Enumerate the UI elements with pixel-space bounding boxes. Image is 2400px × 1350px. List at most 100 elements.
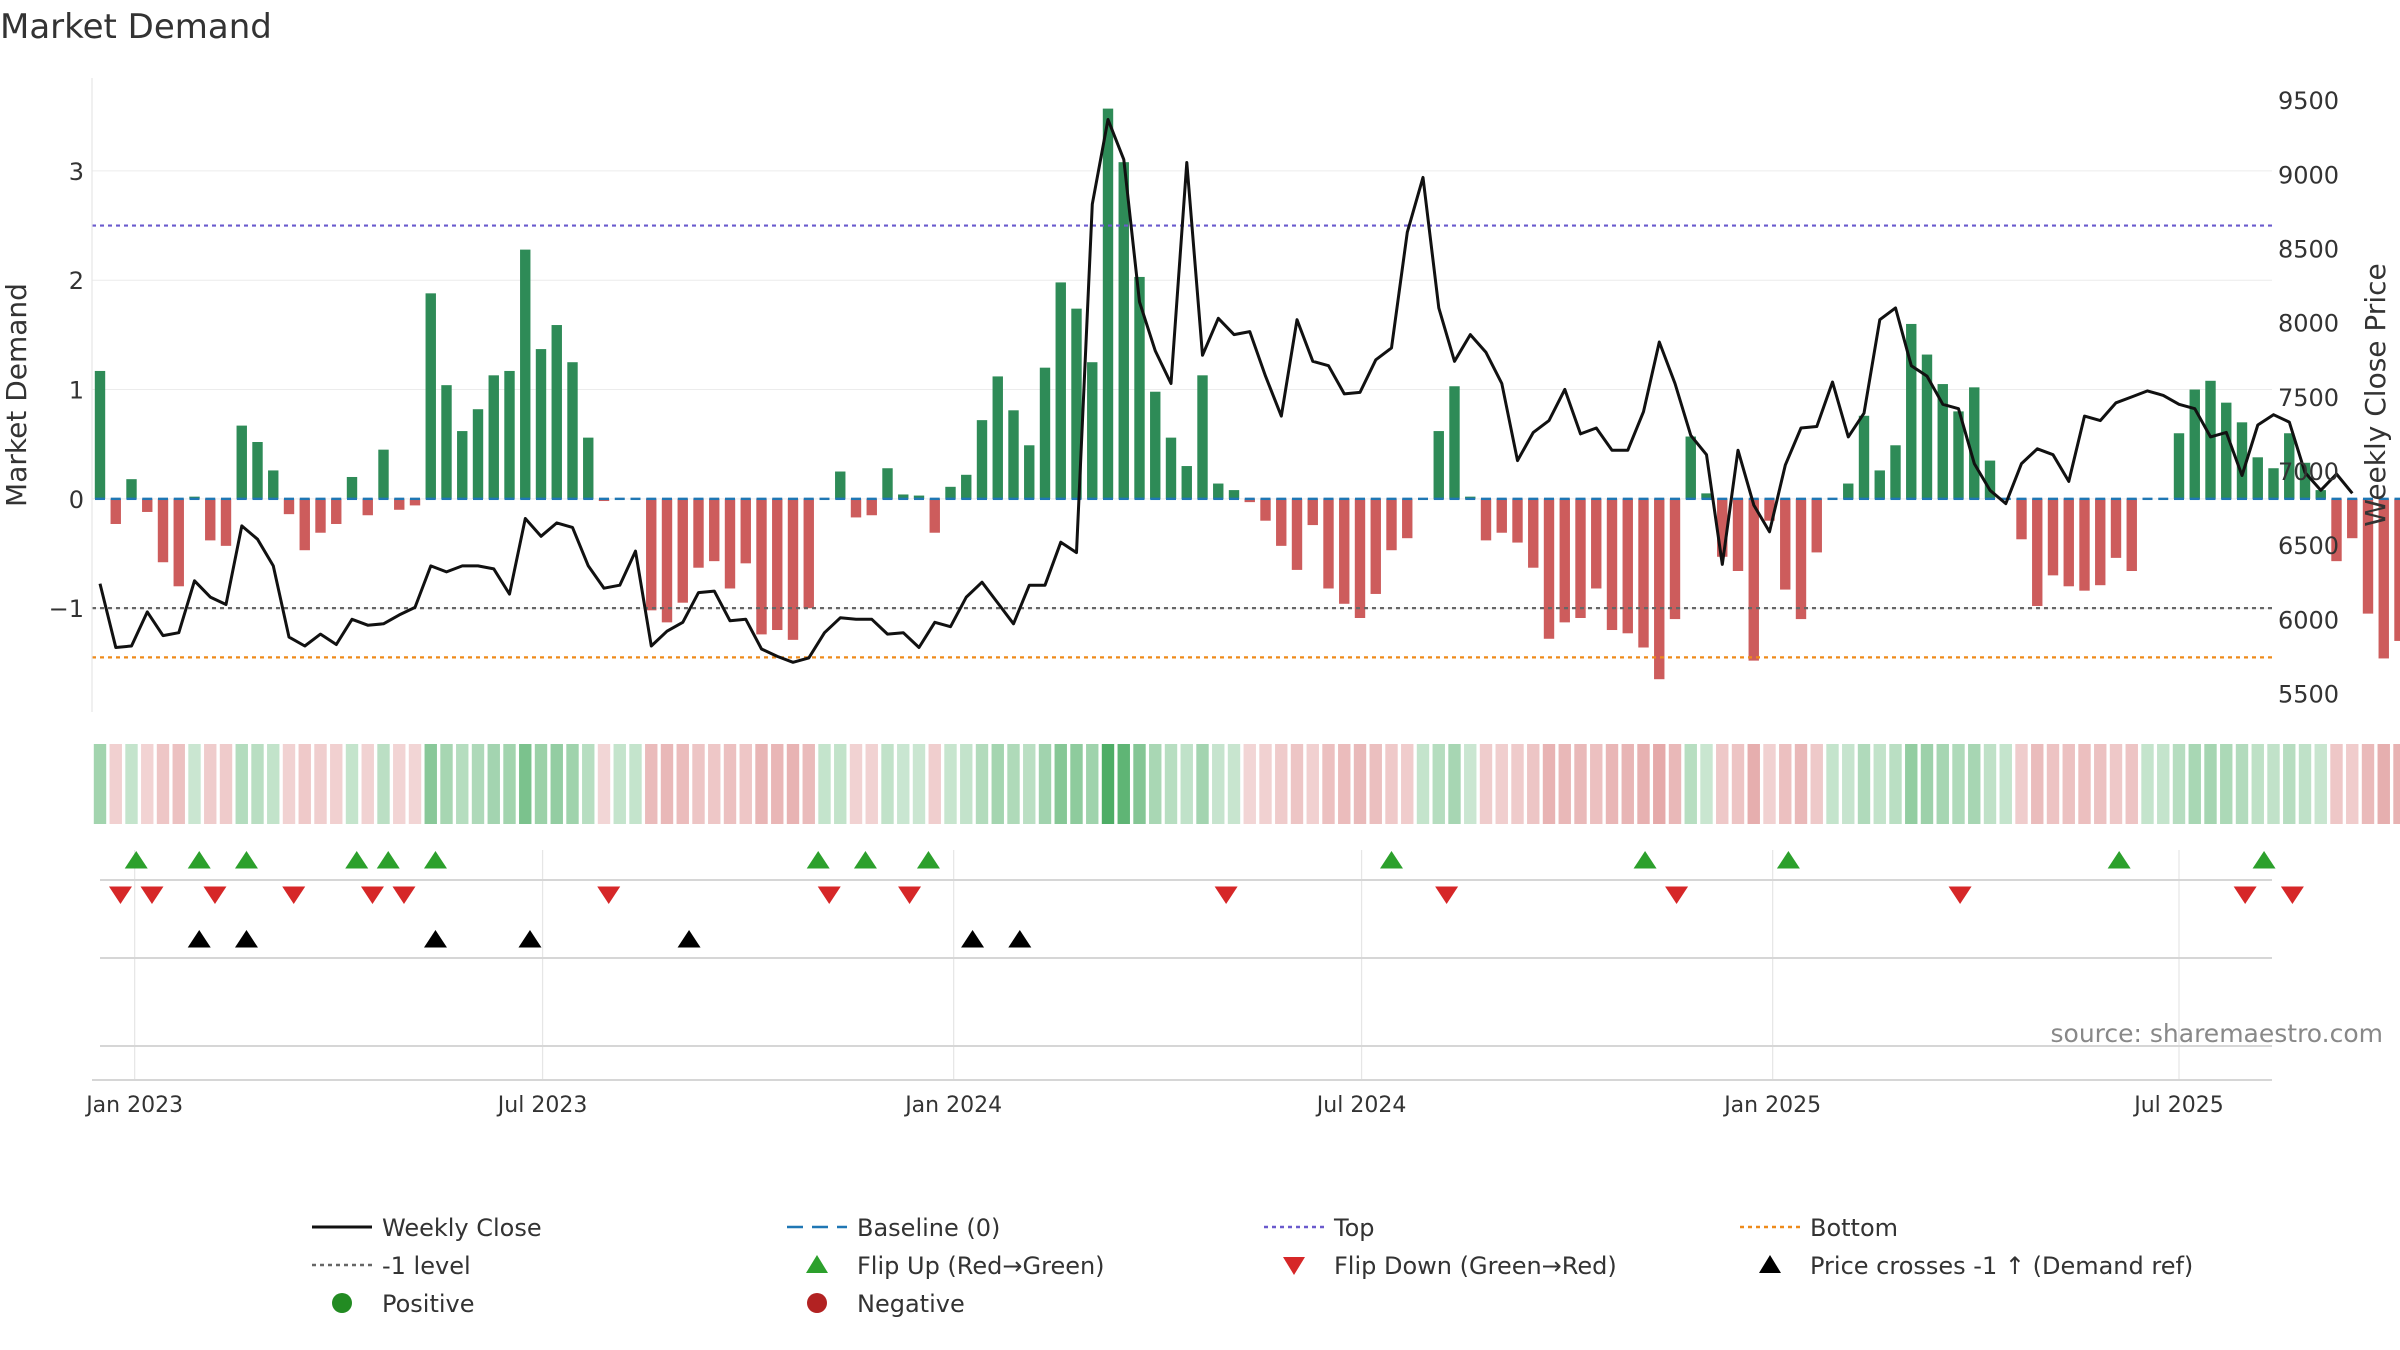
heat-cell bbox=[1810, 744, 1823, 824]
demand-bar bbox=[94, 370, 106, 499]
demand-bar bbox=[409, 498, 421, 506]
heat-cell bbox=[109, 744, 122, 824]
demand-bar bbox=[1197, 375, 1208, 499]
flip-up-marker bbox=[1380, 851, 1403, 869]
flip-up-marker bbox=[916, 851, 940, 869]
heat-cell bbox=[1369, 744, 1382, 824]
left-tick-label: 3 bbox=[69, 158, 84, 186]
heat-cell bbox=[172, 744, 185, 824]
demand-bar bbox=[1276, 498, 1287, 546]
demand-bar bbox=[2110, 498, 2122, 558]
heat-cell bbox=[566, 744, 579, 824]
demand-bar bbox=[551, 325, 562, 499]
heat-cell bbox=[1905, 744, 1918, 824]
heat-cell bbox=[1149, 744, 1162, 824]
flip-up-marker bbox=[345, 851, 369, 869]
demand-bar bbox=[1591, 498, 1602, 589]
legend-swatch bbox=[332, 1293, 352, 1313]
price-cross-marker bbox=[961, 930, 985, 948]
heat-cell bbox=[156, 744, 170, 824]
left-tick-label: 0 bbox=[69, 486, 84, 514]
demand-bar bbox=[1622, 498, 1633, 634]
heat-cell bbox=[1133, 744, 1146, 824]
right-axis-label: Weekly Close Price bbox=[2359, 263, 2392, 526]
demand-bar bbox=[1449, 386, 1460, 499]
flip-down-marker bbox=[203, 886, 227, 904]
demand-bar bbox=[803, 498, 814, 609]
heat-cell bbox=[1117, 744, 1130, 824]
x-tick-label: Jan 2025 bbox=[1722, 1093, 1821, 1118]
heat-cell bbox=[1684, 744, 1697, 824]
heat-cell bbox=[755, 744, 768, 824]
demand-bar bbox=[2016, 498, 2027, 540]
demand-bar bbox=[2221, 402, 2232, 499]
heat-cell bbox=[1873, 744, 1886, 824]
heat-cell bbox=[2330, 744, 2343, 824]
demand-bar bbox=[677, 498, 688, 603]
heat-cell bbox=[1101, 744, 1115, 824]
demand-bar bbox=[2205, 380, 2216, 499]
flip-down-marker bbox=[360, 886, 384, 904]
heat-cell bbox=[1007, 744, 1020, 824]
heat-cell bbox=[377, 744, 390, 824]
heat-cell bbox=[2298, 744, 2312, 824]
price-cross-marker bbox=[234, 930, 258, 948]
heat-cell bbox=[1590, 744, 1603, 824]
demand-bar bbox=[110, 498, 121, 524]
demand-bar bbox=[2347, 498, 2358, 539]
heat-cell bbox=[2109, 744, 2123, 824]
demand-bar bbox=[1732, 498, 1744, 571]
heat-cell bbox=[534, 744, 548, 824]
flip-up-marker bbox=[1633, 851, 1657, 869]
heat-cell bbox=[204, 744, 217, 824]
demand-bar bbox=[1008, 410, 1019, 499]
demand-bar bbox=[1575, 498, 1586, 618]
demand-bar bbox=[1528, 498, 1539, 568]
heat-cell bbox=[2267, 744, 2280, 824]
flip-up-marker bbox=[806, 851, 830, 869]
heat-cell bbox=[912, 744, 926, 824]
demand-bar bbox=[835, 471, 846, 499]
heat-cell bbox=[1275, 744, 1288, 824]
heat-cell bbox=[456, 744, 469, 824]
heat-cell bbox=[298, 744, 311, 824]
demand-bar bbox=[1764, 498, 1775, 521]
right-tick-label: 8500 bbox=[2278, 236, 2339, 264]
heat-cell bbox=[1558, 744, 1571, 824]
demand-bar bbox=[1717, 498, 1728, 557]
demand-bar bbox=[756, 498, 767, 635]
heat-cell bbox=[818, 744, 831, 824]
heat-cell bbox=[1306, 744, 1319, 824]
demand-bar bbox=[882, 468, 893, 499]
demand-bar bbox=[488, 375, 499, 499]
flip-up-marker bbox=[853, 851, 877, 869]
legend-label: -1 level bbox=[382, 1252, 471, 1280]
flip-down-marker bbox=[597, 886, 621, 904]
demand-bar bbox=[1811, 498, 1822, 553]
legend-label: Weekly Close bbox=[382, 1214, 542, 1242]
legend-label: Price crosses -1 ↑ (Demand ref) bbox=[1810, 1252, 2193, 1280]
demand-bar bbox=[1433, 431, 1444, 499]
heat-cell bbox=[629, 744, 642, 824]
heat-cell bbox=[1212, 744, 1225, 824]
price-cross-marker bbox=[677, 930, 701, 948]
heat-cell bbox=[1464, 744, 1477, 824]
heat-cell bbox=[1070, 744, 1083, 824]
heat-cell bbox=[1779, 744, 1792, 824]
legend-entry: Flip Down (Green→Red) bbox=[1283, 1252, 1617, 1280]
heat-cell bbox=[849, 744, 863, 824]
demand-bar bbox=[772, 498, 783, 631]
heat-cell bbox=[1621, 744, 1634, 824]
demand-bar bbox=[1150, 391, 1161, 499]
demand-bar bbox=[1701, 493, 1712, 499]
left-tick-label: −1 bbox=[49, 595, 84, 623]
heat-cell bbox=[1243, 744, 1256, 824]
left-axis-label: Market Demand bbox=[0, 283, 33, 507]
legend-swatch bbox=[1283, 1257, 1305, 1275]
heat-cell bbox=[2251, 744, 2264, 824]
x-tick-label: Jul 2024 bbox=[1315, 1093, 1407, 1118]
demand-bar bbox=[1906, 323, 1917, 499]
demand-bar bbox=[2299, 462, 2311, 499]
heat-cell bbox=[1086, 744, 1099, 824]
